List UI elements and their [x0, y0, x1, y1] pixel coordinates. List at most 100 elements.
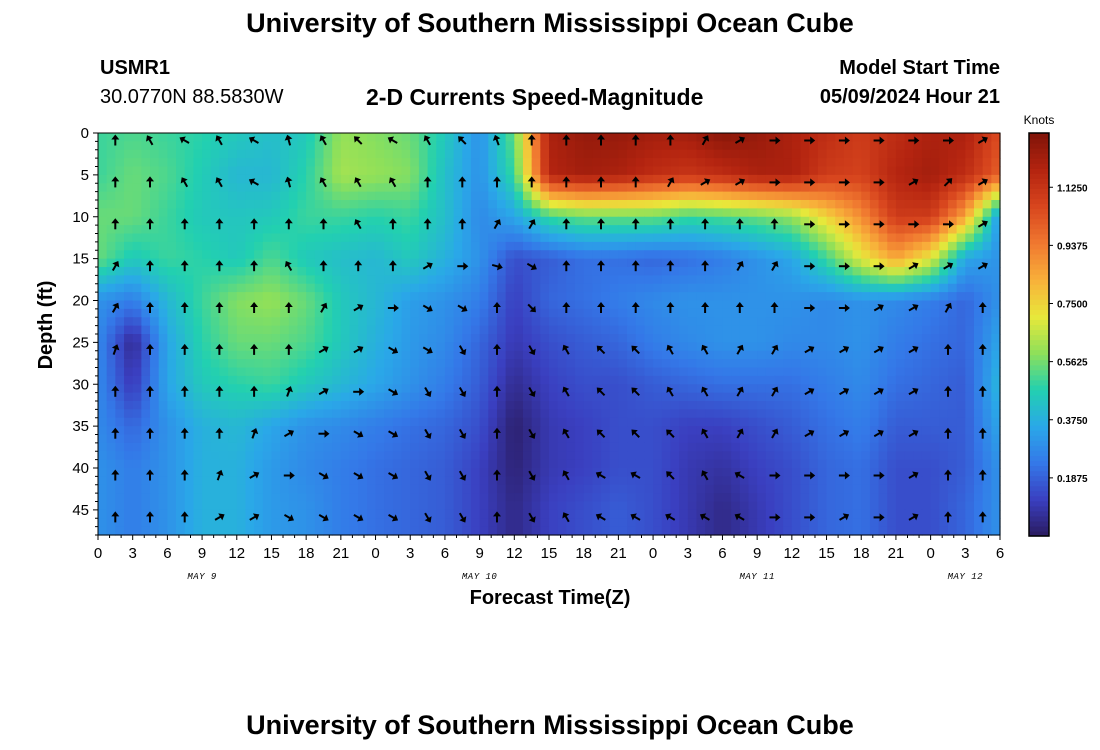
heat-cell: [202, 308, 212, 318]
heat-cell: [887, 426, 897, 436]
heat-cell: [514, 267, 524, 276]
heat-cell: [965, 526, 975, 536]
heat-cell: [106, 493, 116, 503]
heat-cell: [210, 417, 221, 427]
heat-cell: [791, 191, 802, 201]
heat-cell: [531, 149, 541, 159]
heat-cell: [947, 334, 958, 343]
heat-cell: [392, 225, 403, 235]
heat-cell: [739, 426, 750, 436]
heat-cell: [739, 283, 750, 293]
heat-cell: [947, 434, 958, 444]
heat-cell: [644, 442, 654, 452]
heat-cell: [228, 158, 238, 168]
heat-cell: [444, 359, 455, 369]
heat-cell: [332, 292, 342, 302]
heat-cell: [462, 149, 472, 159]
heat-cell: [557, 183, 567, 193]
heat-cell: [791, 375, 802, 385]
heat-cell: [280, 166, 290, 176]
heat-cell: [115, 200, 125, 209]
heat-cell: [150, 233, 160, 243]
heat-cell: [748, 158, 758, 168]
heat-cell: [748, 149, 758, 159]
heat-cell: [861, 367, 871, 377]
heat-cell: [869, 283, 880, 293]
heat-cell: [947, 133, 958, 142]
heat-cell: [470, 275, 481, 285]
heat-cell: [618, 275, 628, 285]
heat-cell: [254, 283, 264, 293]
heat-cell: [635, 133, 645, 142]
heat-cell: [956, 476, 966, 486]
heat-cell: [340, 468, 351, 477]
heat-cell: [141, 409, 151, 419]
heat-cell: [210, 183, 221, 193]
heat-cell: [392, 258, 403, 268]
heat-cell: [627, 308, 637, 318]
heat-cell: [132, 375, 142, 385]
heat-cell: [514, 283, 524, 293]
heat-cell: [436, 442, 446, 452]
heat-cell: [826, 317, 836, 327]
heat-cell: [739, 300, 750, 310]
heat-cell: [427, 191, 437, 201]
heat-cell: [826, 350, 836, 360]
heat-cell: [774, 225, 784, 235]
heat-cell: [184, 509, 194, 519]
heat-cell: [384, 468, 394, 477]
heat-cell: [384, 334, 394, 343]
heat-cell: [774, 200, 784, 209]
heat-cell: [236, 392, 247, 402]
heat-cell: [826, 342, 836, 352]
heat-cell: [236, 308, 247, 318]
heat-cell: [332, 384, 342, 394]
heat-cell: [522, 183, 533, 193]
heat-cell: [939, 317, 949, 327]
heat-cell: [219, 417, 229, 427]
heat-cell: [436, 183, 446, 193]
heat-cell: [609, 459, 619, 469]
heat-cell: [132, 468, 142, 477]
heat-cell: [887, 200, 897, 209]
heat-cell: [687, 208, 698, 218]
heat-cell: [661, 434, 672, 444]
heat-cell: [817, 342, 828, 352]
heat-cell: [427, 241, 437, 251]
heat-cell: [791, 334, 802, 343]
heat-cell: [843, 166, 854, 176]
heat-cell: [184, 208, 194, 218]
heat-cell: [470, 426, 481, 436]
heat-cell: [653, 493, 663, 503]
heat-cell: [410, 317, 420, 327]
heat-cell: [314, 484, 325, 494]
heat-cell: [878, 459, 888, 469]
heat-cell: [705, 241, 715, 251]
heat-cell: [973, 501, 984, 511]
heat-cell: [184, 384, 194, 394]
heat-cell: [297, 451, 307, 461]
heat-cell: [332, 476, 342, 486]
heat-cell: [254, 442, 264, 452]
heat-cell: [540, 342, 550, 352]
heat-cell: [384, 350, 394, 360]
heat-cell: [505, 241, 515, 251]
heat-cell: [609, 275, 619, 285]
heat-cell: [384, 216, 394, 226]
heat-cell: [280, 200, 290, 209]
heat-cell: [921, 426, 932, 436]
heat-cell: [418, 258, 429, 268]
heat-cell: [358, 384, 368, 394]
heat-cell: [98, 250, 108, 260]
heat-cell: [921, 158, 932, 168]
heat-cell: [835, 308, 845, 318]
heat-cell: [410, 442, 420, 452]
heat-cell: [470, 468, 481, 477]
heat-cell: [791, 275, 802, 285]
heat-cell: [800, 225, 810, 235]
heat-cell: [921, 133, 932, 142]
heat-cell: [479, 166, 489, 176]
heat-cell: [488, 216, 498, 226]
heat-cell: [427, 392, 437, 402]
heat-cell: [444, 509, 455, 519]
